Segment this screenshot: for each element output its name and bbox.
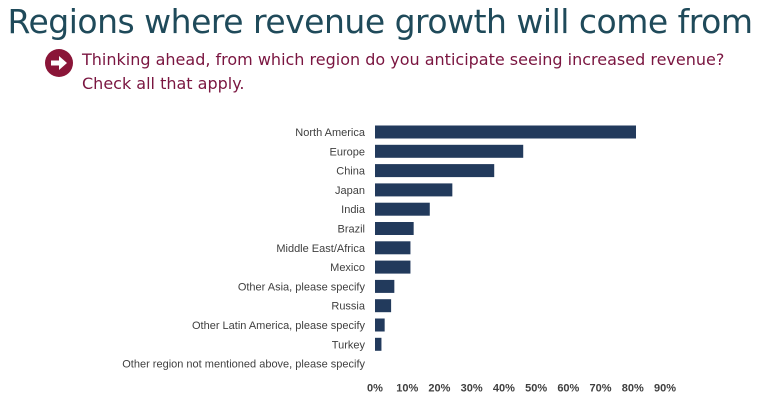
page-title: Regions where revenue growth will come f… — [7, 2, 753, 41]
category-label: Other Asia, please specify — [238, 281, 366, 293]
x-tick-label: 90% — [654, 383, 676, 395]
bar-middle-east-africa — [375, 241, 411, 255]
x-tick-label: 80% — [622, 383, 644, 395]
x-tick-label: 30% — [461, 383, 483, 395]
bar-china — [375, 164, 495, 178]
category-label: Turkey — [332, 339, 366, 351]
survey-question: Thinking ahead, from which region do you… — [82, 50, 725, 93]
x-tick-label: 60% — [557, 383, 579, 395]
category-label: Other Latin America, please specify — [192, 320, 366, 332]
bar-other-asia-please-specify — [375, 279, 395, 293]
bar-japan — [375, 183, 453, 197]
category-label: Japan — [335, 185, 365, 197]
x-tick-label: 0% — [367, 383, 383, 395]
category-label: Russia — [331, 301, 366, 313]
bar-brazil — [375, 222, 414, 235]
bar-russia — [375, 299, 392, 313]
category-label: Brazil — [337, 224, 365, 236]
x-tick-label: 20% — [428, 383, 450, 395]
bar-north-america — [375, 125, 636, 139]
category-label: Other region not mentioned above, please… — [122, 359, 365, 371]
bar-turkey — [375, 337, 382, 351]
chart-plot-area: North America Europe China Japan India Brazil… — [122, 125, 676, 395]
category-label: North America — [295, 127, 366, 139]
x-tick-label: 40% — [493, 383, 515, 395]
arrow-right-circle-icon — [45, 49, 73, 77]
bar-other-latin-america-please-specify — [375, 318, 385, 332]
category-label: Mexico — [330, 262, 365, 274]
bar-india — [375, 202, 430, 216]
category-label: China — [336, 166, 366, 178]
x-tick-label: 50% — [525, 383, 547, 395]
category-label: Middle East/Africa — [276, 243, 366, 255]
bar-mexico — [375, 260, 411, 274]
category-label: Europe — [330, 146, 365, 158]
category-label: India — [341, 204, 366, 216]
x-tick-label: 70% — [590, 383, 612, 395]
x-tick-label: 10% — [396, 383, 418, 395]
bar-europe — [375, 144, 524, 158]
